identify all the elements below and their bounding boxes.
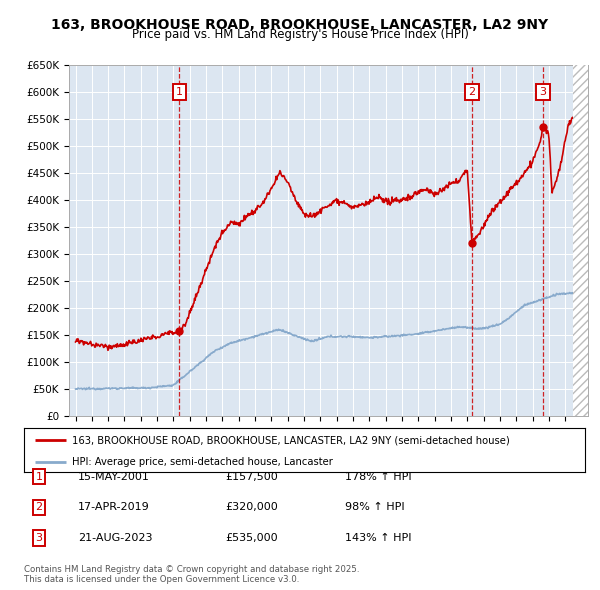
Text: 163, BROOKHOUSE ROAD, BROOKHOUSE, LANCASTER, LA2 9NY: 163, BROOKHOUSE ROAD, BROOKHOUSE, LANCAS… — [52, 18, 548, 32]
Text: 21-AUG-2023: 21-AUG-2023 — [78, 533, 152, 543]
Text: Contains HM Land Registry data © Crown copyright and database right 2025.
This d: Contains HM Land Registry data © Crown c… — [24, 565, 359, 584]
Text: 15-MAY-2001: 15-MAY-2001 — [78, 472, 150, 481]
Text: £320,000: £320,000 — [225, 503, 278, 512]
Text: £535,000: £535,000 — [225, 533, 278, 543]
Text: 2: 2 — [35, 503, 43, 512]
Text: 1: 1 — [176, 87, 183, 97]
Text: 163, BROOKHOUSE ROAD, BROOKHOUSE, LANCASTER, LA2 9NY (semi-detached house): 163, BROOKHOUSE ROAD, BROOKHOUSE, LANCAS… — [71, 435, 509, 445]
Text: 3: 3 — [35, 533, 43, 543]
Text: 2: 2 — [469, 87, 476, 97]
Text: Price paid vs. HM Land Registry's House Price Index (HPI): Price paid vs. HM Land Registry's House … — [131, 28, 469, 41]
Text: 98% ↑ HPI: 98% ↑ HPI — [345, 503, 404, 512]
Bar — [574, 65, 590, 416]
Text: 1: 1 — [35, 472, 43, 481]
Text: 143% ↑ HPI: 143% ↑ HPI — [345, 533, 412, 543]
Text: HPI: Average price, semi-detached house, Lancaster: HPI: Average price, semi-detached house,… — [71, 457, 332, 467]
Text: £157,500: £157,500 — [225, 472, 278, 481]
Text: 178% ↑ HPI: 178% ↑ HPI — [345, 472, 412, 481]
Text: 17-APR-2019: 17-APR-2019 — [78, 503, 150, 512]
Text: 3: 3 — [539, 87, 547, 97]
